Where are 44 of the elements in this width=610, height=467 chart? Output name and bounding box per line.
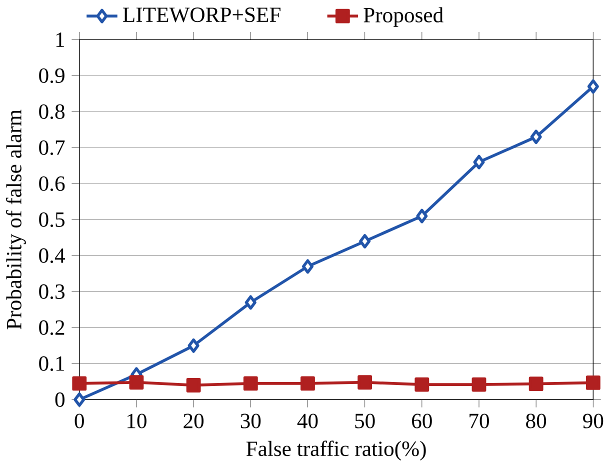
- x-tick-label: 40: [297, 414, 318, 429]
- y-tick-label: 0.5: [39, 212, 64, 228]
- point: [359, 234, 371, 249]
- point: [530, 130, 542, 144]
- point: [414, 378, 430, 392]
- x-tick-label: 10: [128, 414, 146, 429]
- point: [243, 376, 258, 391]
- point: [472, 378, 486, 392]
- x-tick-label: 50: [355, 414, 375, 429]
- point: [528, 376, 544, 392]
- x-tick-label: 20: [184, 414, 204, 429]
- point: [302, 259, 314, 274]
- y-tick-label: 0.2: [39, 320, 64, 336]
- x-tick-label: 90: [583, 414, 604, 429]
- point: [358, 375, 372, 390]
- point: [473, 155, 485, 170]
- y-tick-label: 0.7: [39, 140, 65, 156]
- y-tick-label: 0.3: [39, 284, 64, 300]
- x-tick-label: 30: [240, 414, 261, 429]
- point: [129, 375, 144, 390]
- point: [587, 80, 599, 94]
- y-tick-label: 0.8: [39, 104, 64, 120]
- x-tick-label: 70: [470, 414, 489, 429]
- y-tick-label: 0: [55, 392, 64, 408]
- point: [72, 376, 87, 391]
- point: [586, 376, 600, 390]
- y-tick-label: 1: [56, 32, 64, 48]
- point: [186, 378, 201, 393]
- point: [300, 376, 315, 391]
- x-tick-label: 80: [526, 414, 546, 429]
- y-tick-label: 0.4: [39, 248, 65, 264]
- y-tick-label: 0.1: [39, 356, 64, 372]
- legend-label: LITEWORP+SEF: [123, 8, 280, 22]
- point: [74, 392, 86, 408]
- x-tick-label: 60: [412, 414, 432, 429]
- point: [244, 295, 256, 310]
- y-tick-label: 0.6: [39, 176, 65, 192]
- x-tick-label: 0: [74, 414, 84, 429]
- y-axis-title: Probability of false alarm: [6, 110, 26, 330]
- point: [416, 209, 428, 224]
- x-axis-title: False traffic ratio(%): [246, 440, 426, 461]
- y-tick-label: 0.9: [39, 68, 64, 84]
- legend-label: Proposed: [364, 7, 444, 28]
- point: [188, 338, 200, 354]
